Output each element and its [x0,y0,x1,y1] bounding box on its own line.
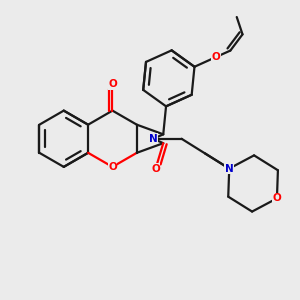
Text: O: O [108,79,117,89]
Text: N: N [225,164,234,174]
Text: O: O [151,164,160,174]
Text: O: O [108,162,117,172]
Text: N: N [149,134,158,144]
Text: O: O [212,52,220,62]
Text: O: O [273,194,281,203]
